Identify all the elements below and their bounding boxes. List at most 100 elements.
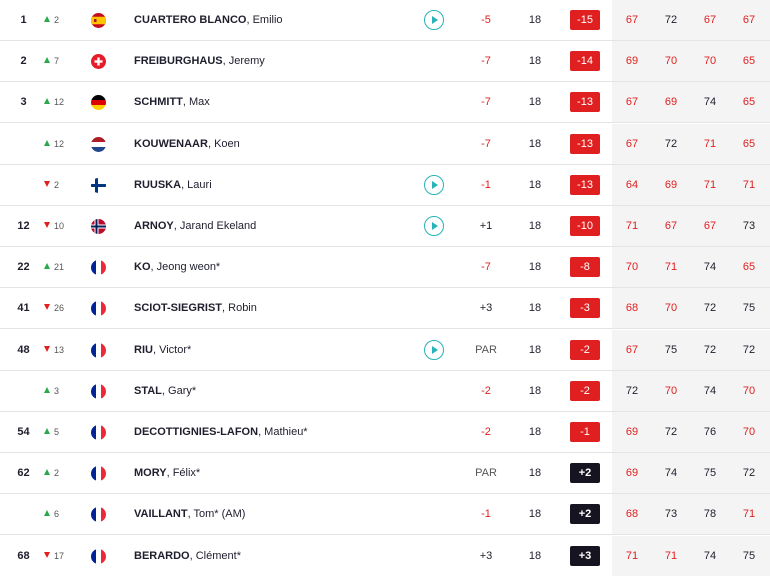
- round-2-score: 70: [664, 55, 678, 67]
- player-row[interactable]: 68 17 BERARDO, Clément* +3 18 +3 71 71 74 7…: [0, 536, 770, 576]
- play-icon[interactable]: [424, 340, 444, 360]
- round-2-score: 72: [664, 426, 678, 438]
- round-3-score: 74: [703, 96, 717, 108]
- total-score-badge: -1: [570, 422, 600, 442]
- player-name[interactable]: CUARTERO BLANCO, Emilio: [134, 14, 283, 26]
- player-row[interactable]: 3 STAL, Gary* -2 18 -2 72 70 74 70: [0, 371, 770, 412]
- arrow-up-icon: [44, 140, 50, 146]
- position: 3: [20, 96, 27, 108]
- player-name[interactable]: RUUSKA, Lauri: [134, 179, 212, 191]
- player-row[interactable]: 3 12 SCHMITT, Max -7 18 -13 67 69 74 65: [0, 82, 770, 123]
- player-row[interactable]: 62 2 MORY, Félix* PAR 18 +2 69 74 75 72: [0, 453, 770, 494]
- round-1-score: 68: [625, 302, 639, 314]
- position: [0, 494, 47, 534]
- position: 2: [20, 55, 27, 67]
- round-4-score: 75: [742, 550, 756, 562]
- position: 48: [17, 344, 30, 356]
- round-3-score: 67: [703, 220, 717, 232]
- holes-thru: 18: [528, 179, 542, 191]
- arrow-down-icon: [44, 222, 50, 228]
- total-score-badge: -3: [570, 298, 600, 318]
- player-row[interactable]: 12 KOUWENAAR, Koen -7 18 -13 67 72 71 65: [0, 124, 770, 165]
- round-2-score: 72: [664, 138, 678, 150]
- player-row[interactable]: 54 5 DECOTTIGNIES-LAFON, Mathieu* -2 18 …: [0, 412, 770, 453]
- player-row[interactable]: 41 26 SCIOT-SIEGRIST, Robin +3 18 -3 68 7…: [0, 288, 770, 329]
- fr-flag-icon: [91, 343, 106, 358]
- round-1-score: 70: [625, 261, 639, 273]
- player-name[interactable]: DECOTTIGNIES-LAFON, Mathieu*: [134, 426, 308, 438]
- round-3-score: 72: [703, 344, 717, 356]
- player-row[interactable]: 2 7 FREIBURGHAUS, Jeremy -7 18 -14 69 70 7…: [0, 41, 770, 82]
- round-1-score: 69: [625, 55, 639, 67]
- round-1-score: 67: [625, 138, 639, 150]
- player-row[interactable]: 1 2 CUARTERO BLANCO, Emilio -5 18 -15 67…: [0, 0, 770, 41]
- round-3-score: 74: [703, 385, 717, 397]
- player-name[interactable]: RIU, Victor*: [134, 344, 192, 356]
- player-name[interactable]: SCHMITT, Max: [134, 96, 210, 108]
- position: 62: [17, 467, 30, 479]
- player-name[interactable]: STAL, Gary*: [134, 385, 197, 397]
- fr-flag-icon: [91, 425, 106, 440]
- rounds-background: [612, 82, 770, 122]
- total-score-badge: -14: [570, 51, 600, 71]
- rounds-background: [612, 412, 770, 452]
- holes-thru: 18: [528, 138, 542, 150]
- today-score: -2: [481, 385, 491, 397]
- fr-flag-icon: [91, 260, 106, 275]
- today-score: +3: [479, 302, 493, 314]
- position: [0, 371, 47, 411]
- player-name[interactable]: ARNOY, Jarand Ekeland: [134, 220, 257, 232]
- round-3-score: 71: [703, 179, 717, 191]
- today-score: -7: [481, 96, 491, 108]
- play-icon[interactable]: [424, 175, 444, 195]
- holes-thru: 18: [528, 385, 542, 397]
- player-row[interactable]: 2 RUUSKA, Lauri -1 18 -13 64 69 71 71: [0, 165, 770, 206]
- arrow-up-icon: [44, 57, 50, 63]
- round-2-score: 71: [664, 261, 678, 273]
- player-name[interactable]: VAILLANT, Tom* (AM): [134, 508, 246, 520]
- holes-thru: 18: [528, 467, 542, 479]
- player-row[interactable]: 12 10 ARNOY, Jarand Ekeland +1 18 -10 71…: [0, 206, 770, 247]
- fr-flag-icon: [91, 301, 106, 316]
- player-name[interactable]: FREIBURGHAUS, Jeremy: [134, 55, 265, 67]
- today-score: PAR: [475, 344, 497, 356]
- round-1-score: 71: [625, 550, 639, 562]
- holes-thru: 18: [528, 261, 542, 273]
- player-name[interactable]: KOUWENAAR, Koen: [134, 138, 240, 150]
- round-2-score: 75: [664, 344, 678, 356]
- holes-thru: 18: [528, 55, 542, 67]
- nl-flag-icon: [91, 137, 106, 152]
- player-row[interactable]: 48 13 RIU, Victor* PAR 18 -2 67 75 72 72: [0, 330, 770, 371]
- fi-flag-icon: [91, 178, 106, 193]
- play-icon[interactable]: [424, 216, 444, 236]
- holes-thru: 18: [528, 344, 542, 356]
- round-1-score: 67: [625, 344, 639, 356]
- round-1-score: 67: [625, 96, 639, 108]
- round-4-score: 70: [742, 385, 756, 397]
- arrow-up-icon: [44, 510, 50, 516]
- arrow-down-icon: [44, 346, 50, 352]
- arrow-down-icon: [44, 304, 50, 310]
- rounds-background: [612, 41, 770, 81]
- rounds-background: [612, 453, 770, 493]
- total-score-badge: -15: [570, 10, 600, 30]
- player-name[interactable]: BERARDO, Clément*: [134, 550, 241, 562]
- round-1-score: 72: [625, 385, 639, 397]
- position: [0, 124, 47, 164]
- player-row[interactable]: 6 VAILLANT, Tom* (AM) -1 18 +2 68 73 78 71: [0, 494, 770, 535]
- play-icon[interactable]: [424, 10, 444, 30]
- position-movement: 12: [44, 82, 74, 122]
- arrow-down-icon: [44, 552, 50, 558]
- round-3-score: 67: [703, 14, 717, 26]
- round-3-score: 70: [703, 55, 717, 67]
- holes-thru: 18: [528, 220, 542, 232]
- rounds-background: [612, 371, 770, 411]
- round-3-score: 74: [703, 550, 717, 562]
- round-2-score: 69: [664, 179, 678, 191]
- total-score-badge: +3: [570, 546, 600, 566]
- position-movement: 2: [44, 165, 74, 205]
- player-name[interactable]: SCIOT-SIEGRIST, Robin: [134, 302, 257, 314]
- player-name[interactable]: KO, Jeong weon*: [134, 261, 221, 273]
- player-name[interactable]: MORY, Félix*: [134, 467, 201, 479]
- player-row[interactable]: 22 21 KO, Jeong weon* -7 18 -8 70 71 74 65: [0, 247, 770, 288]
